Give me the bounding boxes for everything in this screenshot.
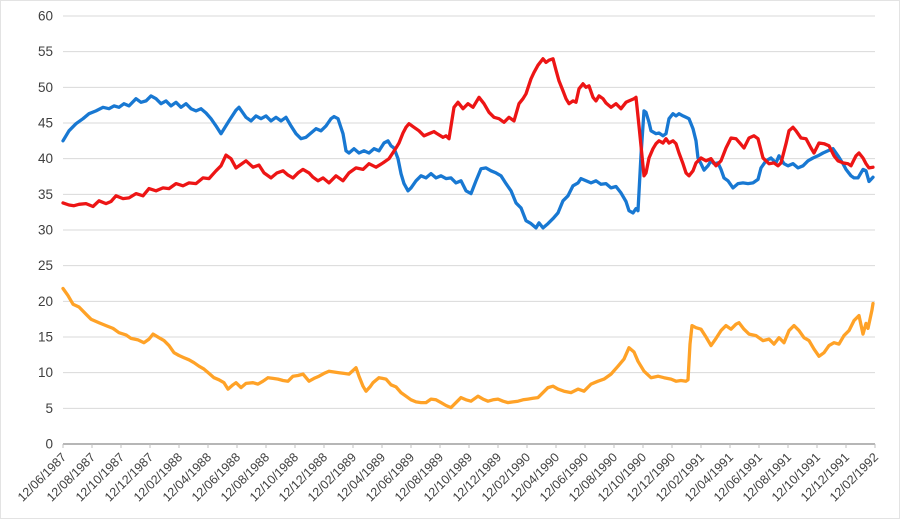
red-series	[61, 57, 875, 209]
y-axis-label: 60	[38, 9, 53, 24]
y-axis-label: 0	[45, 437, 53, 452]
blue-series	[61, 94, 875, 230]
y-axis-label: 10	[38, 365, 53, 380]
y-axis-label: 20	[38, 294, 53, 309]
y-axis-label: 5	[45, 401, 53, 416]
y-axis-label: 55	[38, 44, 53, 59]
y-axis-label: 30	[38, 223, 53, 238]
y-axis-label: 35	[38, 187, 53, 202]
y-axis-label: 15	[38, 330, 53, 345]
orange-series	[61, 286, 875, 410]
y-axis-label: 40	[38, 151, 53, 166]
y-axis-label: 50	[38, 80, 53, 95]
y-axis-label: 45	[38, 116, 53, 131]
y-axis-label: 25	[38, 258, 53, 273]
